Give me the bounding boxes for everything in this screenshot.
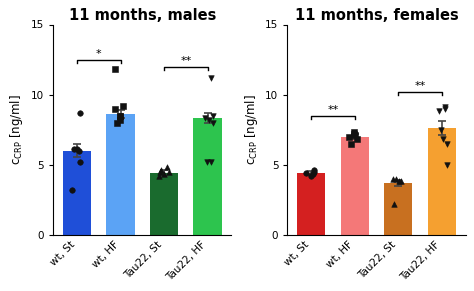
Point	[302, 171, 310, 175]
Point	[208, 75, 215, 80]
Point	[443, 162, 451, 167]
Bar	[63, 151, 91, 235]
Bar	[297, 173, 326, 235]
Point	[117, 113, 124, 118]
Point	[310, 168, 318, 173]
Point	[203, 159, 211, 164]
Point	[310, 169, 318, 174]
Text: **: **	[180, 56, 191, 66]
Bar	[428, 128, 456, 235]
Point	[161, 172, 168, 177]
Point	[442, 105, 449, 109]
Point	[116, 118, 123, 122]
Point	[397, 179, 405, 184]
Point	[73, 147, 81, 152]
Point	[163, 165, 171, 170]
Title: 11 months, males: 11 months, males	[69, 8, 216, 23]
Point	[155, 173, 163, 178]
Point	[347, 141, 355, 146]
Point	[389, 176, 397, 181]
Text: **: **	[328, 105, 338, 115]
Point	[346, 134, 353, 139]
Bar	[150, 173, 178, 235]
Point	[354, 137, 361, 142]
Point	[111, 67, 119, 72]
Point	[392, 176, 400, 181]
Point	[207, 159, 214, 164]
Y-axis label: c$_\mathregular{CRP}$ [ng/ml]: c$_\mathregular{CRP}$ [ng/ml]	[243, 94, 260, 165]
Point	[68, 187, 75, 192]
Point	[116, 113, 124, 118]
Point	[111, 106, 119, 111]
Point	[205, 118, 212, 122]
Point	[395, 179, 402, 184]
Point	[441, 106, 449, 111]
Point	[439, 137, 447, 142]
Bar	[384, 183, 412, 235]
Point	[119, 103, 127, 108]
Point	[75, 148, 82, 153]
Point	[351, 132, 358, 136]
Point	[76, 159, 84, 164]
Point	[113, 120, 121, 125]
Bar	[341, 136, 369, 235]
Point	[308, 173, 315, 178]
Point	[201, 116, 209, 121]
Point	[209, 120, 217, 125]
Bar	[193, 118, 222, 235]
Bar	[107, 114, 135, 235]
Point	[391, 202, 398, 206]
Point	[351, 133, 358, 138]
Point	[70, 147, 78, 152]
Point	[443, 141, 451, 146]
Point	[438, 127, 445, 132]
Text: **: **	[414, 81, 426, 91]
Point	[76, 111, 84, 115]
Point	[435, 109, 443, 114]
Point	[157, 168, 165, 173]
Point	[165, 169, 173, 174]
Point	[350, 130, 358, 135]
Title: 11 months, females: 11 months, females	[295, 8, 458, 23]
Point	[156, 169, 164, 174]
Point	[309, 172, 317, 177]
Y-axis label: c$_\mathregular{CRP}$ [ng/ml]: c$_\mathregular{CRP}$ [ng/ml]	[9, 94, 25, 165]
Text: *: *	[96, 49, 101, 59]
Point	[209, 113, 217, 118]
